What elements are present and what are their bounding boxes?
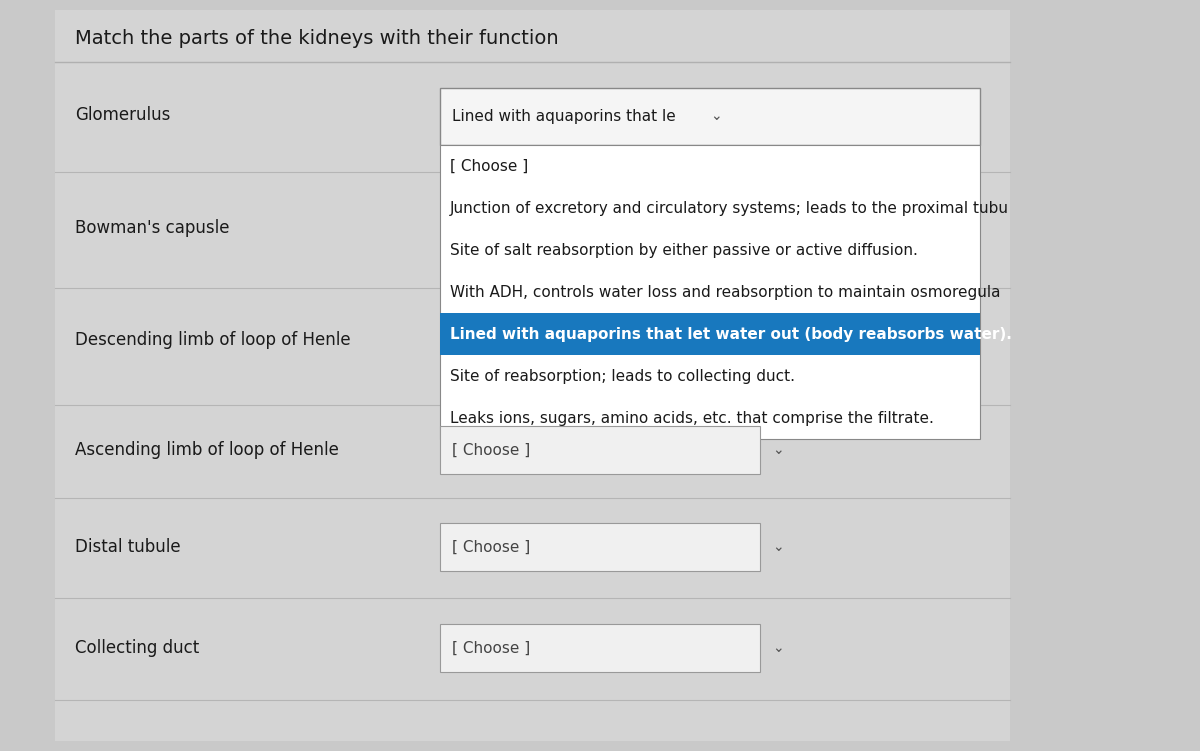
Text: Match the parts of the kidneys with their function: Match the parts of the kidneys with thei… <box>74 29 559 47</box>
Bar <box>440 426 760 474</box>
Text: Lined with aquaporins that let water out (body reabsorbs water).: Lined with aquaporins that let water out… <box>450 327 1012 342</box>
Text: [ Choose ]: [ Choose ] <box>452 641 530 656</box>
Text: Distal tubule: Distal tubule <box>74 538 181 556</box>
Text: ⌄: ⌄ <box>710 110 721 123</box>
Text: Site of reabsorption; leads to collecting duct.: Site of reabsorption; leads to collectin… <box>450 369 796 384</box>
Text: [ Choose ]: [ Choose ] <box>452 539 530 554</box>
Text: [ Choose ]: [ Choose ] <box>450 158 528 173</box>
Text: ⌄: ⌄ <box>772 641 784 655</box>
Text: Ascending limb of loop of Henle: Ascending limb of loop of Henle <box>74 441 338 459</box>
Text: Glomerulus: Glomerulus <box>74 106 170 124</box>
Text: Bowman's capusle: Bowman's capusle <box>74 219 229 237</box>
Text: Site of salt reabsorption by either passive or active diffusion.: Site of salt reabsorption by either pass… <box>450 243 918 258</box>
Bar <box>440 624 760 672</box>
Bar <box>440 88 980 145</box>
Text: Leaks ions, sugars, amino acids, etc. that comprise the filtrate.: Leaks ions, sugars, amino acids, etc. th… <box>450 411 934 426</box>
Text: Junction of excretory and circulatory systems; leads to the proximal tubu: Junction of excretory and circulatory sy… <box>450 201 1009 216</box>
Text: Descending limb of loop of Henle: Descending limb of loop of Henle <box>74 331 350 349</box>
Text: Lined with aquaporins that le: Lined with aquaporins that le <box>452 109 676 124</box>
Text: Collecting duct: Collecting duct <box>74 639 199 657</box>
Text: [ Choose ]: [ Choose ] <box>452 442 530 457</box>
Bar <box>440 523 760 571</box>
Text: ⌄: ⌄ <box>772 540 784 554</box>
Bar <box>440 145 980 439</box>
Bar <box>55 10 1010 741</box>
Text: ⌄: ⌄ <box>772 443 784 457</box>
Text: With ADH, controls water loss and reabsorption to maintain osmoregula: With ADH, controls water loss and reabso… <box>450 285 1001 300</box>
Bar <box>440 313 980 355</box>
